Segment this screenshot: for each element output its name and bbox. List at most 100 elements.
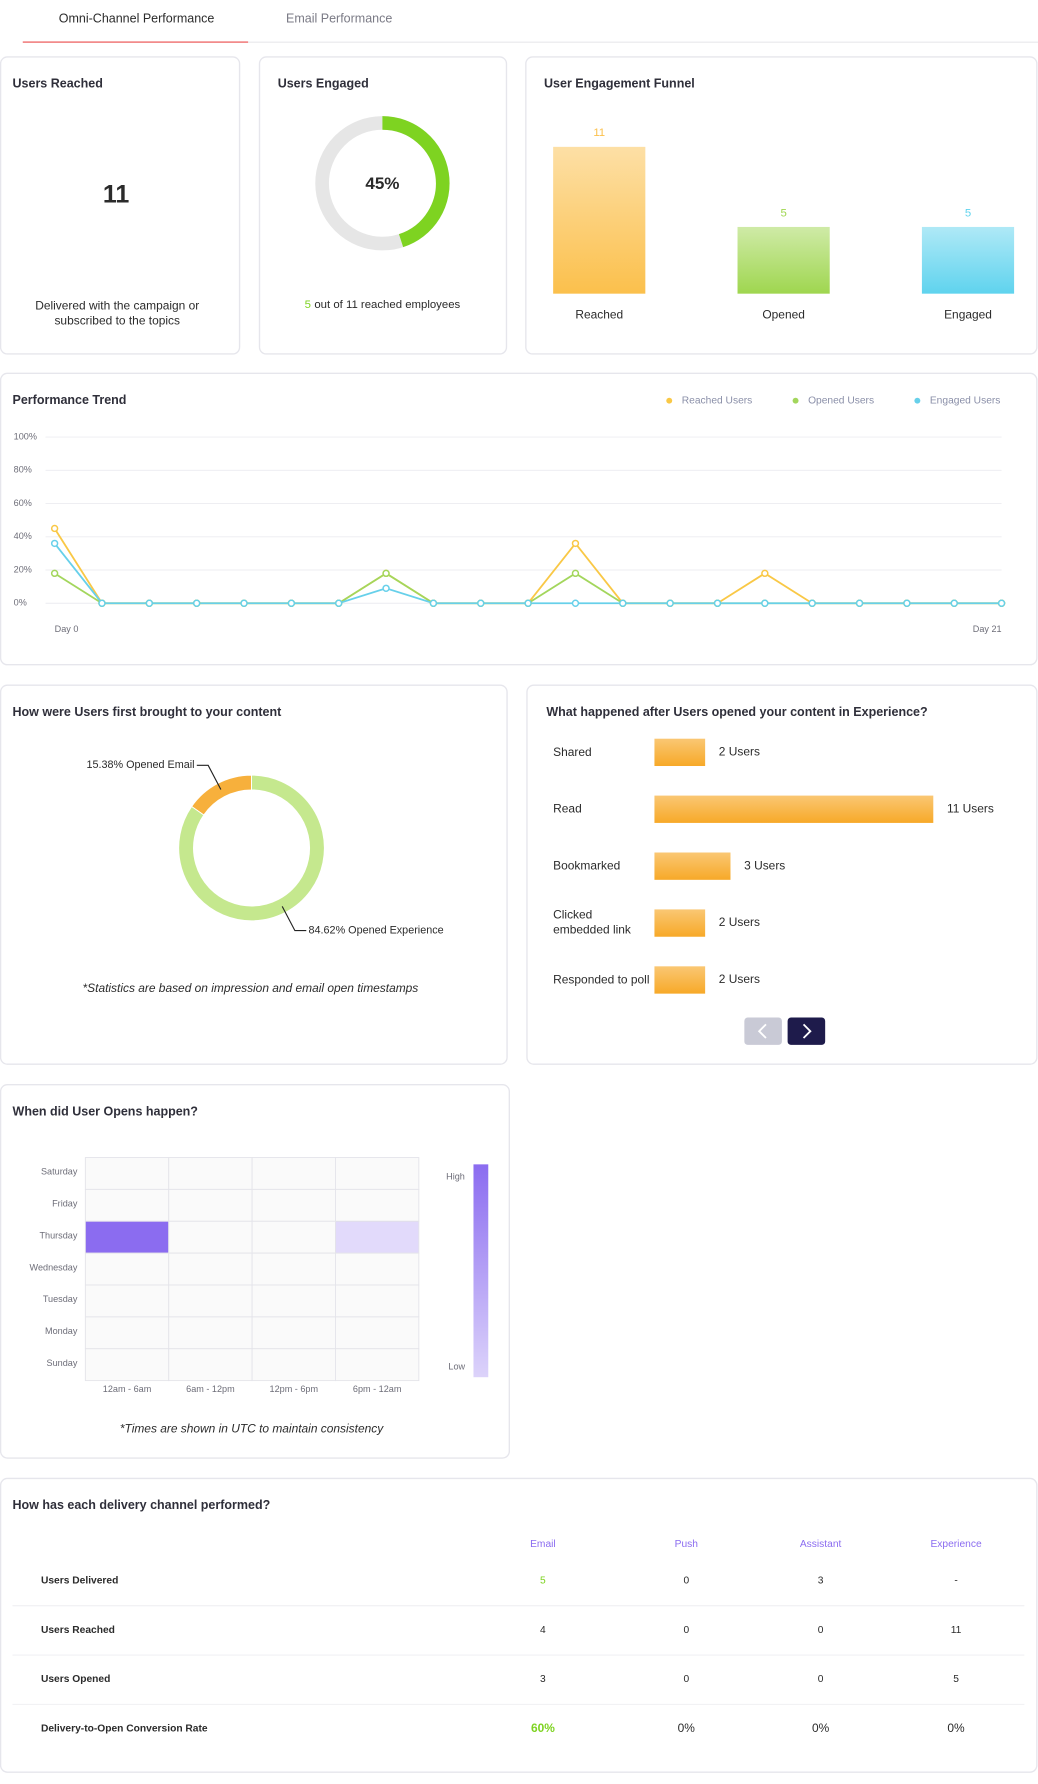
row-label: Users Delivered — [41, 1576, 118, 1587]
prev-button[interactable] — [744, 1017, 782, 1045]
heat-cell — [84, 1220, 170, 1254]
heat-cell — [251, 1220, 336, 1254]
table-cell: 0 — [683, 1674, 689, 1685]
heat-cell — [335, 1316, 420, 1350]
tab-active[interactable]: Omni-Channel Performance — [59, 12, 215, 26]
category-label: Clicked embedded link — [553, 908, 631, 937]
card — [0, 56, 241, 355]
x-category-label: 6pm - 12am — [353, 1384, 402, 1394]
table-cell: 4 — [540, 1625, 546, 1636]
line-point — [240, 599, 248, 607]
table-cell: 0 — [818, 1625, 824, 1636]
gauge-arc — [382, 116, 450, 248]
legend-label: Reached Users — [682, 395, 753, 406]
pie-slice — [178, 774, 325, 922]
column-header: Experience — [930, 1539, 982, 1550]
legend-swatch — [792, 397, 799, 404]
next-button[interactable] — [787, 1017, 826, 1045]
line-point — [145, 599, 154, 607]
heat-cell — [84, 1188, 170, 1222]
y-tick-label: 0% — [14, 598, 27, 608]
color-scale — [473, 1164, 489, 1378]
heat-cell — [168, 1316, 253, 1350]
line-point — [382, 569, 390, 578]
heat-cell — [168, 1348, 253, 1382]
card-title: How has each delivery channel performed? — [13, 1498, 271, 1512]
category-label-box: Clicked embedded link — [553, 908, 631, 937]
line-point — [571, 569, 580, 578]
heat-cell — [168, 1252, 253, 1286]
category-label-box: Read — [553, 802, 582, 816]
line-point — [619, 599, 627, 607]
heat-cell — [168, 1284, 253, 1318]
card-title: How were Users first brought to your con… — [13, 705, 283, 719]
x-category-label: 12am - 6am — [103, 1384, 152, 1394]
y-tick-label: 80% — [14, 465, 32, 475]
card — [0, 1477, 1038, 1773]
y-category-label: Saturday — [41, 1167, 78, 1177]
leader-line — [196, 764, 222, 790]
legend-label: Opened Users — [808, 395, 874, 406]
y-category-label: Sunday — [47, 1358, 78, 1368]
line-point — [997, 599, 1006, 607]
table-cell: 3 — [818, 1576, 824, 1587]
line-point — [808, 599, 816, 607]
table-cell: 5 — [540, 1576, 546, 1587]
line-point — [571, 599, 580, 607]
table-cell: 5 — [953, 1674, 959, 1685]
table-cell: 0 — [818, 1674, 824, 1685]
category-label: Reached — [575, 307, 623, 321]
kpi-caption: Delivered with the campaign or subscribe… — [35, 299, 200, 328]
y-category-label: Friday — [52, 1199, 78, 1209]
line-point — [571, 539, 580, 548]
card-title: Performance Trend — [13, 393, 127, 407]
bar-value-label: 11 Users — [947, 801, 994, 815]
y-category-label: Wednesday — [30, 1262, 78, 1272]
engaged-caption: 5 out of 11 reached employees — [305, 299, 461, 311]
slice-label: 84.62% Opened Experience — [309, 924, 444, 936]
line-point — [287, 599, 296, 607]
table-cell: 0% — [678, 1721, 696, 1735]
category-label: Responded to poll — [553, 972, 650, 987]
category-label: Opened — [762, 307, 804, 321]
column-header: Email — [530, 1539, 556, 1550]
kpi-caption-box: Delivered with the campaign or subscribe… — [35, 299, 200, 328]
heat-cell — [84, 1316, 170, 1350]
card-title: User Engagement Funnel — [544, 77, 695, 91]
heat-cell — [84, 1284, 170, 1318]
heat-cell — [251, 1188, 336, 1222]
y-category-label: Thursday — [39, 1230, 77, 1240]
heat-cell — [335, 1188, 420, 1222]
scale-label: Low — [448, 1361, 465, 1371]
column-header: Assistant — [800, 1539, 842, 1550]
y-tick-label: 60% — [14, 498, 32, 508]
line-point — [761, 569, 769, 578]
legend-label: Engaged Users — [930, 395, 1001, 406]
line-point — [477, 599, 485, 607]
column-header: Push — [675, 1539, 699, 1550]
table-cell: 0% — [812, 1721, 830, 1735]
line-point — [855, 599, 864, 607]
category-label-box: Shared — [553, 744, 592, 759]
category-label: Shared — [553, 744, 592, 759]
row-label: Delivery-to-Open Conversion Rate — [41, 1723, 208, 1734]
heat-cell — [251, 1157, 336, 1190]
y-category-label: Tuesday — [43, 1294, 78, 1304]
card — [525, 56, 1038, 355]
heat-cell — [251, 1316, 336, 1350]
tab[interactable]: Email Performance — [286, 12, 392, 26]
scale-label: High — [446, 1171, 465, 1181]
y-tick-label: 100% — [14, 431, 37, 441]
heat-cell — [168, 1157, 253, 1190]
bar-value-label: 2 Users — [719, 915, 760, 929]
table-cell: 60% — [531, 1721, 555, 1735]
line-point — [50, 539, 59, 548]
x-tick-label: Day 0 — [55, 624, 79, 634]
row-label: Users Opened — [41, 1674, 110, 1685]
heat-cell — [168, 1188, 253, 1222]
bar-value-label: 2 Users — [719, 972, 760, 986]
leader-line — [281, 906, 307, 932]
category-label: Bookmarked — [553, 858, 621, 873]
heat-cell — [335, 1252, 420, 1286]
x-category-label: 6am - 12pm — [186, 1384, 235, 1394]
